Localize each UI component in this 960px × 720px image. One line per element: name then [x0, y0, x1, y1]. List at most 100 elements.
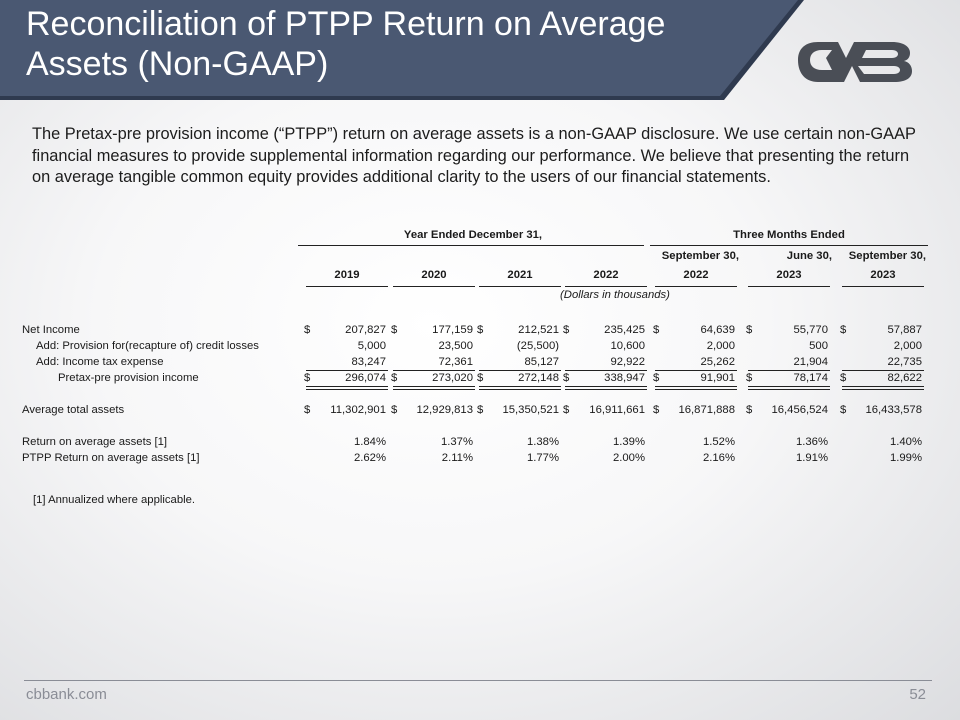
cell-value: 212,521 [518, 324, 559, 336]
table-cell: 2.62% [304, 450, 390, 466]
cell-value: 16,871,888 [678, 404, 735, 416]
dollar-sign: $ [746, 372, 753, 384]
dollar-sign: $ [840, 324, 847, 336]
subtotal-rule [655, 370, 737, 371]
cell-value: 1.39% [612, 436, 645, 448]
table-cell: $273,020 [391, 370, 477, 386]
footnote: [1] Annualized where applicable. [33, 494, 196, 506]
cell-value: 273,020 [432, 372, 473, 384]
row-label: Net Income [22, 324, 80, 336]
cell-value: 25,262 [700, 356, 735, 368]
table-cell: 22,735 [840, 354, 926, 370]
cell-value: 2.00% [612, 452, 645, 464]
cell-value: 64,639 [700, 324, 735, 336]
table-cell: $15,350,521 [477, 402, 563, 418]
table-cell: $177,159 [391, 322, 477, 338]
cell-value: 15,350,521 [502, 404, 559, 416]
column-period-6: September 30, [848, 250, 926, 262]
dollar-sign: $ [653, 404, 660, 416]
cell-value: 235,425 [604, 324, 645, 336]
total-double-rule-bottom [842, 389, 924, 390]
table-row: Return on average assets [1] 1.84% 1.37% 1.… [22, 434, 928, 450]
table-cell: 10,600 [563, 338, 649, 354]
cell-value: 85,127 [524, 356, 559, 368]
banner-fill [0, 0, 798, 96]
dollar-sign: $ [840, 404, 847, 416]
total-double-rule-bottom [393, 389, 475, 390]
footer-divider [24, 680, 932, 681]
table-row: Add: Income tax expense 83,247 72,361 85,12… [22, 354, 928, 370]
column-underline-4 [655, 286, 737, 287]
total-double-rule-top [842, 386, 924, 387]
table-cell: $16,871,888 [653, 402, 739, 418]
subtotal-rule [565, 370, 647, 371]
table-cell: $296,074 [304, 370, 390, 386]
cell-value: 91,901 [700, 372, 735, 384]
page-number: 52 [909, 686, 926, 703]
cell-value: 177,159 [432, 324, 473, 336]
table-cell: $16,456,524 [746, 402, 832, 418]
dollar-sign: $ [304, 324, 311, 336]
cell-value: 1.99% [889, 452, 922, 464]
cell-value: 16,911,661 [589, 404, 645, 416]
dollar-sign: $ [477, 372, 484, 384]
total-double-rule-bottom [479, 389, 561, 390]
table-cell: $212,521 [477, 322, 563, 338]
cell-value: 16,456,524 [771, 404, 828, 416]
table-cell: 1.84% [304, 434, 390, 450]
cell-value: 78,174 [793, 372, 828, 384]
column-underline-1 [393, 286, 475, 287]
row-label: Add: Income tax expense [36, 356, 164, 368]
table-cell: 2.11% [391, 450, 477, 466]
units-caption: (Dollars in thousands) [560, 289, 670, 301]
total-double-rule-top [655, 386, 737, 387]
cell-value: 10,600 [610, 340, 645, 352]
column-year-4: 2022 [683, 269, 709, 281]
cell-value: 72,361 [438, 356, 473, 368]
cell-value: 1.37% [440, 436, 473, 448]
cell-value: 83,247 [351, 356, 386, 368]
cell-value: 1.52% [702, 436, 735, 448]
table-cell: 25,262 [653, 354, 739, 370]
cell-value: 12,929,813 [416, 404, 473, 416]
cell-value: 2,000 [893, 340, 922, 352]
table-cell: 500 [746, 338, 832, 354]
table-cell: 2,000 [653, 338, 739, 354]
cell-value: 57,887 [887, 324, 922, 336]
table-cell: $64,639 [653, 322, 739, 338]
table-cell: $55,770 [746, 322, 832, 338]
table-cell: 23,500 [391, 338, 477, 354]
cell-value: 2,000 [706, 340, 735, 352]
table-cell: $16,911,661 [563, 402, 649, 418]
cell-value: (25,500) [516, 340, 559, 352]
cvb-logo [796, 36, 914, 84]
cell-value: 22,735 [887, 356, 922, 368]
row-label: Add: Provision for(recapture of) credit … [36, 340, 259, 352]
dollar-sign: $ [304, 372, 311, 384]
table-cell: 83,247 [304, 354, 390, 370]
table-cell: 2,000 [840, 338, 926, 354]
dollar-sign: $ [563, 404, 570, 416]
table-cell: 72,361 [391, 354, 477, 370]
table-cell: $78,174 [746, 370, 832, 386]
table-cell: 1.37% [391, 434, 477, 450]
cell-value: 500 [809, 340, 828, 352]
table-cell: 1.91% [746, 450, 832, 466]
cell-value: 1.84% [353, 436, 386, 448]
row-label: Average total assets [22, 404, 125, 416]
table-cell: 21,904 [746, 354, 832, 370]
table-cell: 1.52% [653, 434, 739, 450]
header-three-months: Three Months Ended [733, 229, 845, 241]
total-double-rule-bottom [565, 389, 647, 390]
total-double-rule-top [565, 386, 647, 387]
dollar-sign: $ [304, 404, 311, 416]
column-year-0: 2019 [334, 269, 360, 281]
banner-shape [0, 0, 804, 100]
column-year-1: 2020 [421, 269, 447, 281]
total-double-rule-top [306, 386, 388, 387]
table-row: Add: Provision for(recapture of) credit … [22, 338, 928, 354]
column-underline-0 [306, 286, 388, 287]
cell-value: 82,622 [887, 372, 922, 384]
total-double-rule-top [479, 386, 561, 387]
dollar-sign: $ [391, 372, 398, 384]
